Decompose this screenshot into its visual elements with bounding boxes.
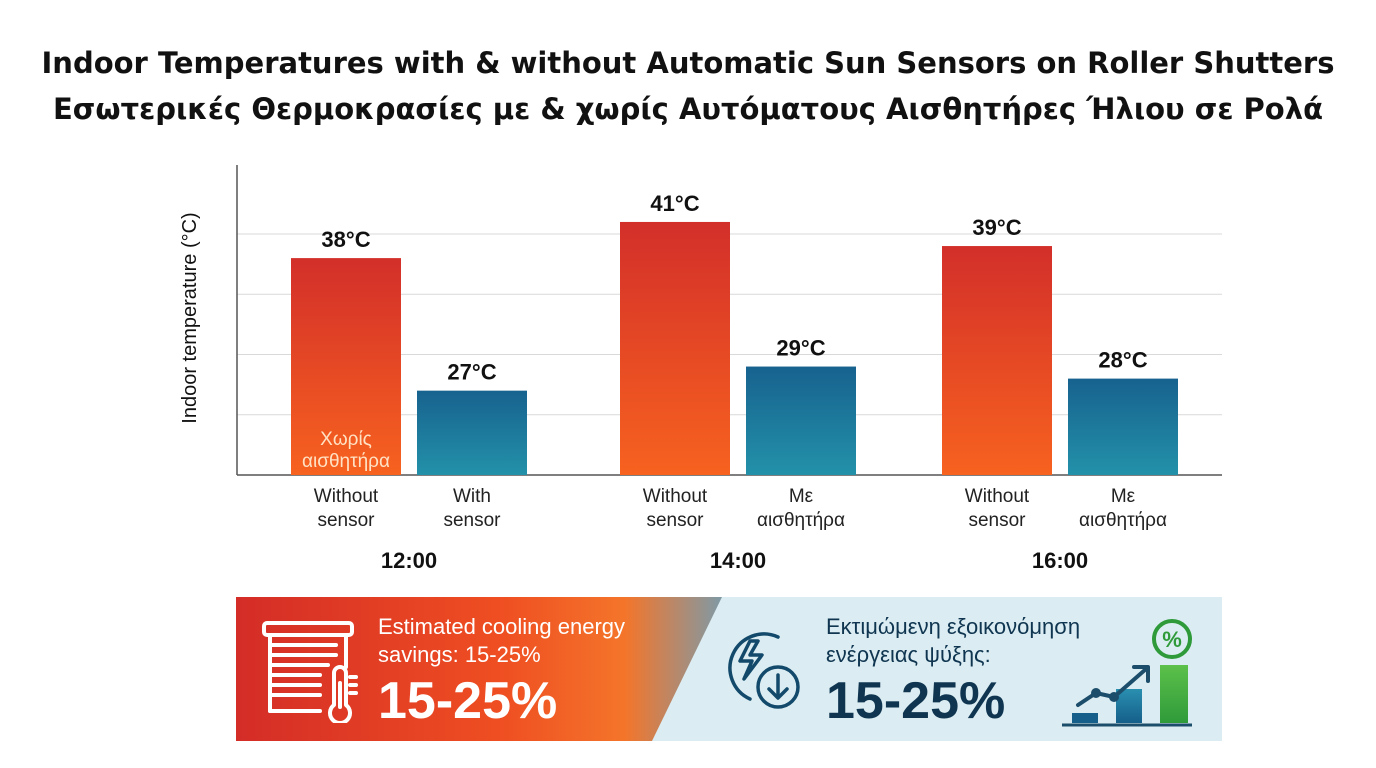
bar-with-1600 (1068, 378, 1178, 475)
savings-caption-greek: Εκτιμώμενη εξοικονόμηση ενέργειας ψύξης: (826, 613, 1080, 669)
bar-value-label: 27°C (447, 360, 496, 385)
x-category-label: sensor (968, 510, 1026, 531)
bar-with-1400 (746, 366, 856, 475)
y-axis-title: Indoor temperature (°C) (179, 212, 201, 423)
bar-without-1400 (620, 221, 730, 475)
x-category-label: sensor (443, 510, 501, 531)
savings-caption-greek-line1: Εκτιμώμενη εξοικονόμηση (826, 614, 1081, 639)
bar-value-label: 29°C (776, 336, 825, 361)
bars (291, 221, 1178, 475)
chart-title-greek: Εσωτερικές Θερμοκρασίες με & χωρίς Αυτόμ… (52, 92, 1324, 126)
x-category-label: αισθητήρα (1079, 510, 1167, 531)
savings-caption-english-line1: Estimated cooling energy (378, 614, 626, 639)
savings-caption-greek-line2: ενέργειας ψύξης: (826, 642, 991, 667)
x-group-label: 14:00 (710, 548, 766, 573)
percent-badge: % (1162, 627, 1182, 652)
in-bar-label: αισθητήρα (302, 451, 390, 472)
x-category-label: Without (314, 486, 379, 507)
in-bar-label: Χωρίς (320, 429, 372, 450)
bar-value-label: 38°C (321, 227, 370, 252)
x-group-label: 16:00 (1032, 548, 1088, 573)
chart-titles: Indoor Temperatures with & without Autom… (0, 40, 1376, 132)
savings-value-greek: 15-25% (826, 672, 1006, 730)
x-category-label: sensor (646, 510, 704, 531)
bar-value-label: 28°C (1098, 348, 1147, 373)
bar-value-label: 39°C (972, 215, 1021, 240)
bar-chart: Indoor temperature (°C) 38°C Without senso… (179, 165, 1222, 573)
x-category-label: Με (789, 486, 814, 507)
bar-without-1600 (942, 246, 1052, 475)
chart-title-english: Indoor Temperatures with & without Autom… (41, 46, 1335, 80)
x-category-label: αισθητήρα (757, 510, 845, 531)
savings-value-english: 15-25% (378, 672, 558, 730)
savings-caption-english-line2: savings: 15-25% (378, 642, 541, 667)
x-category-label: With (453, 486, 491, 507)
savings-caption-english: Estimated cooling energy savings: 15-25% (378, 613, 625, 669)
bar-value-label: 41°C (650, 191, 699, 216)
bar-without-1200 (291, 258, 401, 475)
x-group-label: 12:00 (381, 548, 437, 573)
shutter-thermometer-icon (262, 621, 358, 723)
x-category-label: Με (1111, 486, 1136, 507)
energy-down-icon (728, 632, 800, 709)
x-category-label: sensor (317, 510, 375, 531)
bar-with-1200 (417, 390, 527, 475)
savings-panel: Estimated cooling energy savings: 15-25%… (236, 597, 1222, 741)
x-category-label: Without (643, 486, 708, 507)
x-category-label: Without (965, 486, 1030, 507)
savings-growth-icon: % (1062, 619, 1192, 727)
bar-labels: 38°C Without sensor 27°C With sensor 12:00 41°C… (302, 191, 1167, 573)
